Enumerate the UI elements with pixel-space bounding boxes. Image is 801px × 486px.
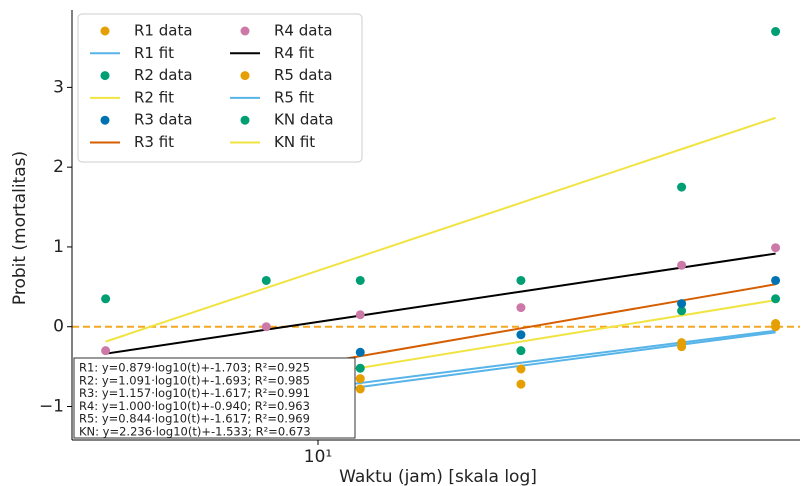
data-point xyxy=(677,182,687,192)
fit-line xyxy=(105,252,776,355)
annotation-line: KN: y=2.236·log10(t)+-1.533; R²=0.673 xyxy=(79,425,311,439)
data-point xyxy=(677,260,687,270)
legend: R1 data R1 fit R2 data R2 fit R3 data R3 fit R… xyxy=(77,13,363,163)
legend-label: R3 data xyxy=(134,111,193,129)
data-point xyxy=(516,303,526,313)
y-tick-label: 1 xyxy=(53,237,64,257)
legend-marker xyxy=(100,26,110,36)
legend-marker xyxy=(100,71,110,81)
y-tick-label: 0 xyxy=(53,317,64,337)
data-point xyxy=(355,275,365,285)
data-point xyxy=(516,379,526,389)
data-point xyxy=(355,384,365,394)
y-tick-label: −1 xyxy=(39,396,64,416)
data-point xyxy=(771,294,781,304)
data-point xyxy=(261,322,271,332)
axes: −1 0 1 2 3 10¹ xyxy=(39,10,800,467)
legend-label: R3 fit xyxy=(134,133,174,151)
legend-label: R5 data xyxy=(274,66,333,84)
data-point xyxy=(261,275,271,285)
data-point xyxy=(677,338,687,348)
data-point xyxy=(355,310,365,320)
data-point xyxy=(101,294,111,304)
legend-label: R1 data xyxy=(134,22,193,40)
legend-label: R2 fit xyxy=(134,88,174,106)
y-tick-label: 3 xyxy=(53,77,64,97)
y-axis-label: Probit (mortalitas) xyxy=(10,151,30,305)
data-point xyxy=(355,347,365,357)
data-point xyxy=(677,299,687,309)
legend-marker xyxy=(240,26,250,36)
fit-line xyxy=(105,116,776,343)
annotation-line: R4: y=1.000·log10(t)+-0.940; R²=0.963 xyxy=(79,399,310,413)
annotation: R1: y=0.879·log10(t)+-1.703; R²=0.925R2:… xyxy=(73,357,356,439)
data-point xyxy=(355,374,365,384)
annotation-box xyxy=(73,357,356,439)
legend-box xyxy=(77,13,363,163)
data-point xyxy=(355,363,365,373)
annotation-line: R1: y=0.879·log10(t)+-1.703; R²=0.925 xyxy=(79,361,310,375)
x-axis-label: Waktu (jam) [skala log] xyxy=(339,467,537,486)
data-point xyxy=(677,306,687,316)
data-point xyxy=(771,243,781,253)
annotation-line: R5: y=0.844·log10(t)+-1.617; R²=0.969 xyxy=(79,412,310,426)
legend-label: R2 data xyxy=(134,66,193,84)
legend-label: R4 fit xyxy=(274,44,314,62)
data-point xyxy=(516,330,526,340)
x-tick-label: 10¹ xyxy=(304,447,332,467)
data-point xyxy=(101,346,111,356)
legend-label: R4 data xyxy=(274,22,333,40)
data-point xyxy=(771,319,781,329)
legend-marker xyxy=(240,115,250,125)
legend-label: KN fit xyxy=(274,133,315,151)
annotation-line: R3: y=1.157·log10(t)+-1.617; R²=0.991 xyxy=(79,386,310,400)
legend-marker xyxy=(240,71,250,81)
legend-label: R5 fit xyxy=(274,88,314,106)
data-point xyxy=(516,364,526,374)
data-point xyxy=(771,27,781,37)
data-point xyxy=(516,275,526,285)
data-point xyxy=(516,346,526,356)
annotation-line: R2: y=1.091·log10(t)+-1.693; R²=0.985 xyxy=(79,373,310,387)
legend-label: KN data xyxy=(274,111,334,129)
y-tick-label: 2 xyxy=(53,157,64,177)
legend-label: R1 fit xyxy=(134,44,174,62)
data-point xyxy=(771,275,781,285)
legend-marker xyxy=(100,115,110,125)
